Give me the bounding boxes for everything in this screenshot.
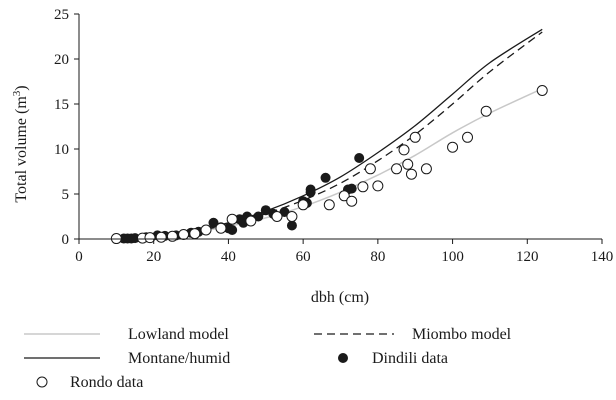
y-tick-label: 25 [54, 7, 69, 23]
point-rondo-data [391, 163, 403, 175]
point-rondo-data [271, 211, 283, 222]
point-rondo-data [402, 158, 414, 170]
legend-label-lowland: Lowland model [128, 326, 229, 343]
point-dindili-data [320, 172, 331, 183]
point-rondo-data [447, 141, 459, 153]
point-rondo-data [178, 229, 190, 240]
point-dindili-data [354, 153, 365, 163]
point-rondo-data [144, 232, 156, 244]
point-rondo-data [245, 215, 257, 227]
x-tick-label: 140 [591, 249, 614, 265]
x-ticks: 0 20 40 60 80 100 120 140 [75, 239, 613, 265]
point-rondo-data [364, 163, 376, 175]
legend-marker-rondo [36, 376, 48, 388]
point-rondo-data [536, 85, 548, 96]
point-rondo-data [409, 131, 421, 143]
point-rondo-data [323, 199, 335, 211]
y-tick-label: 0 [62, 232, 70, 248]
x-tick-label: 60 [296, 249, 311, 265]
point-rondo-data [166, 230, 178, 242]
point-dindili-data [227, 225, 238, 235]
y-axis-title-end: ) [13, 85, 30, 90]
point-rondo-data [372, 180, 384, 192]
x-tick-label: 120 [516, 249, 539, 265]
x-axis-title: dbh (cm) [311, 289, 369, 306]
point-dindili-data [305, 184, 316, 195]
legend-label-miombo: Miombo model [412, 326, 512, 343]
data-points [110, 85, 548, 245]
point-rondo-data [405, 168, 417, 180]
axes [78, 14, 602, 240]
point-dindili-data [130, 233, 141, 244]
point-rondo-data [420, 163, 432, 175]
point-dindili-data [208, 217, 219, 228]
y-tick-label: 20 [54, 52, 69, 68]
point-dindili-data [346, 183, 357, 194]
y-axis-title-main: Total volume (m [13, 96, 30, 203]
point-rondo-data [297, 199, 309, 211]
x-tick-label: 80 [370, 249, 385, 265]
x-tick-label: 20 [146, 249, 161, 265]
legend: Lowland model Miombo model Montane/humid… [24, 326, 512, 391]
point-rondo-data [357, 181, 369, 193]
point-rondo-data [346, 195, 358, 207]
point-rondo-data [286, 211, 298, 222]
point-dindili-data [286, 220, 297, 231]
x-tick-label: 40 [221, 249, 236, 265]
y-ticks: 0 5 10 15 20 25 [54, 7, 79, 248]
legend-label-montane: Montane/humid [128, 350, 230, 367]
point-rondo-data [338, 190, 350, 202]
legend-label-dindili: Dindili data [372, 350, 448, 367]
x-tick-label: 0 [75, 249, 83, 265]
y-tick-label: 10 [54, 142, 69, 158]
y-axis-title-superscript: 3 [11, 90, 23, 96]
legend-label-rondo: Rondo data [70, 374, 143, 391]
point-rondo-data [155, 231, 167, 243]
x-tick-label: 100 [441, 249, 464, 265]
point-rondo-data [480, 105, 492, 117]
series-line-lowland-model [116, 88, 543, 240]
y-axis-title: Total volume (m3) [11, 85, 30, 202]
point-rondo-data [398, 144, 410, 156]
point-rondo-data [462, 131, 474, 143]
point-rondo-data [215, 222, 227, 234]
y-tick-label: 5 [62, 187, 70, 203]
point-rondo-data [189, 228, 201, 240]
y-tick-label: 15 [54, 97, 69, 113]
point-rondo-data [200, 224, 212, 236]
legend-marker-dindili [338, 353, 348, 363]
point-rondo-data [226, 213, 238, 225]
point-dindili-data [260, 205, 271, 216]
